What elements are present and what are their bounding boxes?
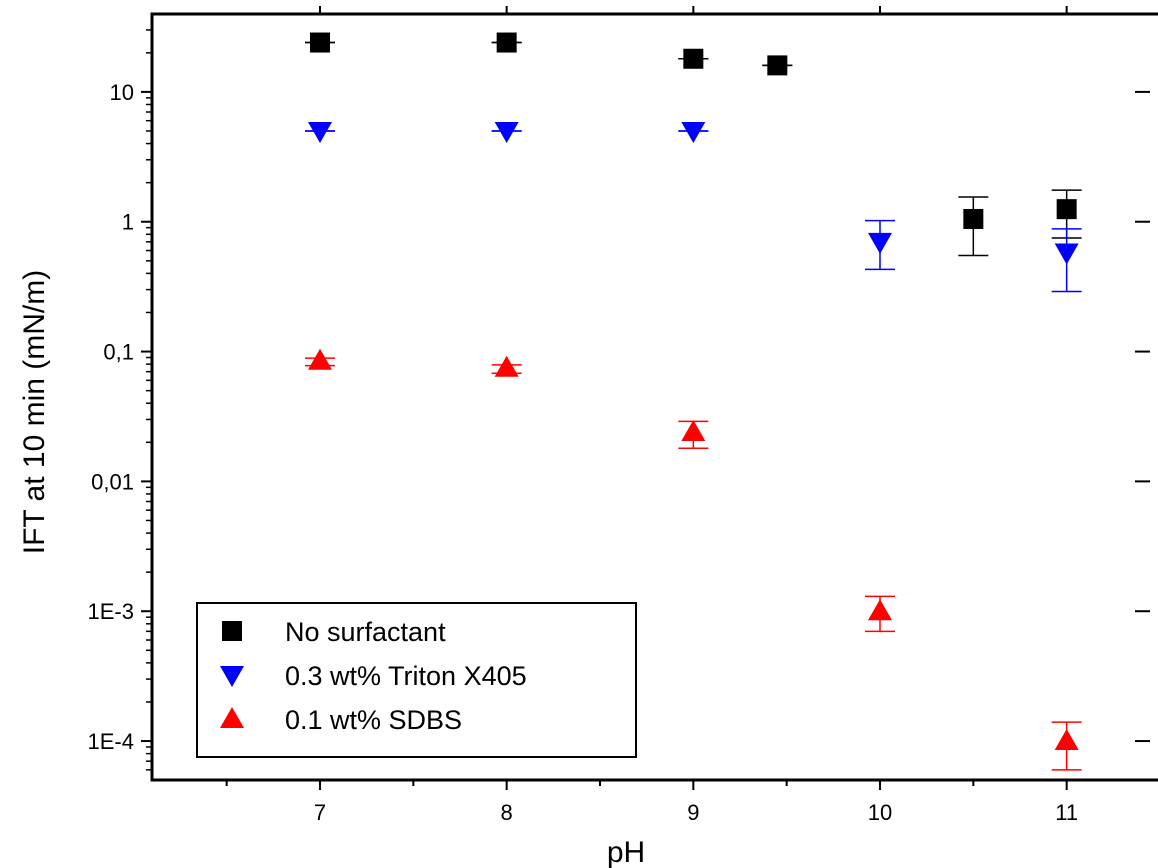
data-point [310,32,330,53]
legend: No surfactant 0.3 wt% Triton X405 0.1 wt% … [196,602,637,758]
legend-marker [220,666,244,687]
y-axis-title: IFT at 10 min (mN/m) [18,270,51,554]
y-tick-label: 0,1 [103,340,134,365]
data-point [963,208,984,229]
x-tick-label: 7 [314,800,326,825]
data-point [681,420,706,442]
data-markers [308,32,1079,751]
legend-label: 0.1 wt% SDBS [285,705,462,735]
data-point [308,348,332,370]
y-axis-ticks: 10 1 0,1 0,01 1E-3 1E-4 [88,80,1150,754]
legend-label: No surfactant [285,617,446,647]
data-point [767,55,788,76]
x-tick-label: 11 [1055,800,1078,825]
x-tick-label: 8 [501,800,513,825]
data-point [1056,199,1077,220]
x-axis-ticks: 7 8 9 10 11 [314,6,1078,825]
legend-label: 0.3 wt% Triton X405 [285,661,527,691]
data-point [308,121,332,143]
y-tick-label: 10 [110,80,134,105]
y-tick-label: 0,01 [91,469,134,494]
data-point [868,599,892,621]
data-point [496,32,517,53]
data-point [868,232,892,254]
legend-marker [220,707,244,728]
data-point [494,355,519,377]
data-point [681,121,706,143]
x-axis-title: pH [607,836,645,868]
data-point [494,121,519,143]
legend-box [196,602,637,758]
plot-frame [150,12,1158,782]
data-point [683,48,704,69]
legend-marker [222,621,242,641]
data-point [1054,243,1079,265]
x-tick-label: 9 [687,800,699,825]
y-tick-label: 1 [122,210,134,235]
data-point [1054,729,1079,751]
x-tick-label: 10 [868,800,892,825]
y-tick-label: 1E-3 [88,599,134,624]
y-tick-label: 1E-4 [88,729,134,754]
